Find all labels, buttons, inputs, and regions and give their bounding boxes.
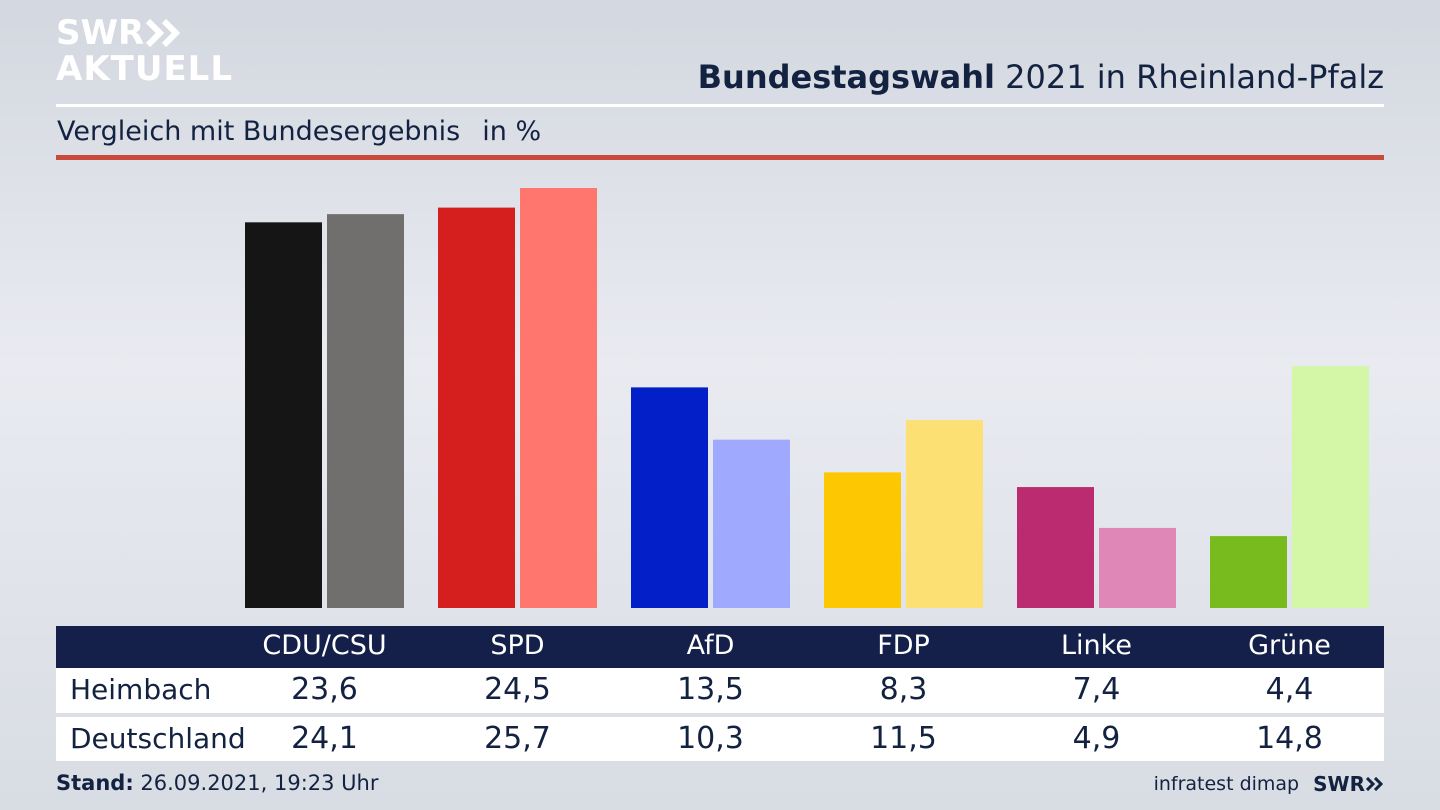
logo-swr-text: SWR xyxy=(56,13,145,53)
stand-label: Stand: xyxy=(56,771,134,795)
bar-spd-heimbach xyxy=(438,207,515,608)
row-label: Deutschland xyxy=(70,722,246,755)
table-cell: 25,7 xyxy=(484,721,551,756)
page-title-rest: 2021 in Rheinland-Pfalz xyxy=(995,58,1384,96)
row-label: Heimbach xyxy=(70,673,212,706)
column-header: Grüne xyxy=(1248,630,1331,661)
table-row: Heimbach 23,6 24,5 13,5 8,3 7,4 4,4 xyxy=(56,668,1384,713)
footer-chevron-icon xyxy=(1365,776,1384,792)
footer-swr-logo: SWR xyxy=(1313,772,1384,796)
timestamp: Stand: 26.09.2021, 19:23 Uhr xyxy=(56,771,379,795)
subtitle-divider xyxy=(56,155,1384,160)
subtitle-text: Vergleich mit Bundesergebnis xyxy=(57,116,461,147)
table-cell: 14,8 xyxy=(1256,721,1323,756)
header-divider xyxy=(56,104,1384,107)
table-cell: 8,3 xyxy=(879,672,928,707)
swr-aktuell-logo: SWR AKTUELL xyxy=(56,16,233,86)
bar-fdp-deutschland xyxy=(906,420,983,608)
stand-value: 26.09.2021, 19:23 Uhr xyxy=(133,771,379,795)
bar-linke-heimbach xyxy=(1017,487,1094,608)
bar-spd-deutschland xyxy=(520,188,597,608)
footer-swr-text: SWR xyxy=(1313,772,1365,796)
source-text: infratest dimap xyxy=(1153,773,1300,795)
bar-linke-deutschland xyxy=(1099,527,1176,608)
bar-cdu-csu-heimbach xyxy=(245,222,322,608)
table-cell: 13,5 xyxy=(677,672,744,707)
table-cell: 24,1 xyxy=(291,721,358,756)
bar-chart xyxy=(245,188,1369,608)
bar-afd-deutschland xyxy=(713,439,790,608)
double-chevron-icon xyxy=(146,19,181,47)
column-header: AfD xyxy=(686,630,735,661)
bar-gr-ne-deutschland xyxy=(1292,366,1369,608)
logo-aktuell-text: AKTUELL xyxy=(56,49,234,89)
page-title: Bundestagswahl 2021 in Rheinland-Pfalz xyxy=(698,58,1384,96)
bar-afd-heimbach xyxy=(631,387,708,608)
bar-cdu-csu-deutschland xyxy=(327,214,404,608)
table-cell: 4,4 xyxy=(1265,672,1314,707)
table-cell: 11,5 xyxy=(870,721,937,756)
results-table: CDU/CSU SPD AfD FDP Linke Grüne Heimbach 23,6… xyxy=(56,626,1384,761)
page-title-bold: Bundestagswahl xyxy=(697,58,995,96)
chart-subtitle: Vergleich mit Bundesergebnis in % xyxy=(57,116,541,147)
bar-gr-ne-heimbach xyxy=(1210,536,1287,608)
column-header: CDU/CSU xyxy=(262,630,387,661)
table-cell: 7,4 xyxy=(1072,672,1121,707)
column-header: FDP xyxy=(877,630,930,661)
table-cell: 24,5 xyxy=(484,672,551,707)
table-row: Deutschland 24,1 25,7 10,3 11,5 4,9 14,8 xyxy=(56,717,1384,761)
table-cell: 10,3 xyxy=(677,721,744,756)
column-header: Linke xyxy=(1061,630,1132,661)
table-cell: 23,6 xyxy=(291,672,358,707)
source-credit: infratest dimap SWR xyxy=(1154,772,1384,796)
column-header: SPD xyxy=(490,630,545,661)
table-cell: 4,9 xyxy=(1072,721,1121,756)
subtitle-unit: in % xyxy=(482,116,542,147)
bar-fdp-heimbach xyxy=(824,472,901,608)
table-header-row: CDU/CSU SPD AfD FDP Linke Grüne xyxy=(56,626,1384,668)
